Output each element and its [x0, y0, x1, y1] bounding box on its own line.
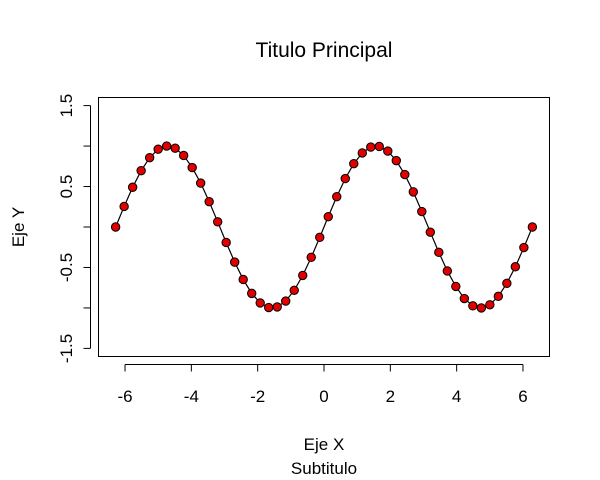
data-point: [144, 152, 155, 163]
x-tick-label: 0: [319, 387, 328, 406]
data-point: [119, 201, 129, 212]
series-line: [115, 145, 533, 309]
data-point: [170, 143, 180, 153]
data-point: [468, 301, 478, 311]
data-point: [195, 178, 206, 188]
data-point: [187, 162, 197, 173]
data-point: [238, 274, 248, 285]
data-point: [502, 278, 512, 289]
data-point: [519, 242, 529, 253]
data-point: [391, 155, 401, 166]
data-point: [383, 146, 393, 156]
data-point: [127, 182, 138, 192]
data-point: [221, 237, 231, 248]
y-tick-label: -1.5: [57, 334, 76, 363]
data-point: [315, 232, 325, 243]
data-point: [281, 296, 291, 306]
data-point: [264, 302, 274, 313]
x-axis: -6 -4 -2 0 2 4 6: [117, 364, 528, 406]
data-point: [178, 150, 189, 161]
data-point: [374, 141, 384, 152]
data-point: [476, 303, 487, 313]
chart-subtitle: Subtitulo: [291, 459, 357, 478]
data-point: [459, 293, 470, 304]
x-tick-label: -4: [184, 387, 199, 406]
data-point: [272, 302, 282, 312]
data-point: [306, 252, 316, 263]
x-tick-label: 6: [518, 387, 527, 406]
data-point: [323, 211, 333, 222]
plot-frame: [98, 97, 550, 357]
data-point: [349, 159, 359, 169]
y-tick-label: 1.5: [57, 94, 76, 118]
data-point: [527, 222, 538, 232]
y-tick-label: -0.5: [57, 253, 76, 282]
data-point: [451, 281, 461, 292]
data-point: [332, 191, 342, 202]
data-point: [247, 288, 257, 299]
data-point: [434, 247, 444, 258]
data-point: [510, 262, 521, 272]
data-point: [357, 148, 367, 158]
data-point: [400, 169, 410, 180]
data-point: [204, 196, 214, 207]
data-point: [493, 291, 504, 302]
series-layer: [110, 141, 538, 313]
data-point: [485, 300, 495, 310]
data-point: [230, 257, 240, 267]
y-axis: -1.5 -0.5 0.5 1.5: [57, 94, 91, 363]
data-point: [153, 144, 163, 154]
y-tick-label: 0.5: [57, 175, 76, 199]
data-point: [425, 227, 436, 237]
x-tick-label: -6: [117, 387, 132, 406]
data-point: [366, 142, 376, 152]
data-point: [289, 285, 299, 295]
x-tick-label: -2: [250, 387, 265, 406]
data-point: [442, 266, 453, 276]
data-point: [110, 222, 121, 232]
data-point: [340, 173, 350, 184]
data-point: [298, 270, 308, 281]
data-point: [136, 165, 146, 176]
data-point: [212, 217, 223, 227]
data-point: [408, 187, 418, 197]
chart-title: Titulo Principal: [256, 39, 393, 62]
data-point: [161, 141, 172, 151]
data-point: [417, 206, 427, 217]
y-axis-label: Eje Y: [9, 207, 28, 247]
x-tick-label: 4: [452, 387, 461, 406]
data-point: [255, 298, 265, 308]
x-tick-label: 2: [386, 387, 395, 406]
x-axis-label: Eje X: [304, 435, 345, 454]
